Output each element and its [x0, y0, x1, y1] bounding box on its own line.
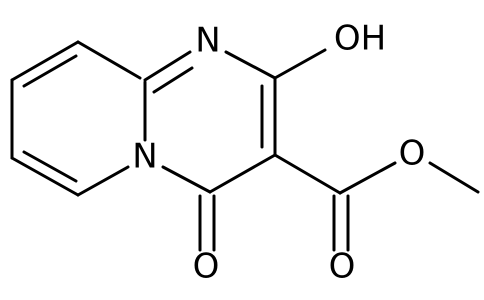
bond: [428, 161, 480, 194]
bond: [208, 153, 277, 194]
atom-label: N: [132, 137, 157, 177]
bond: [152, 66, 194, 94]
atom-label: OH: [334, 19, 386, 59]
bond: [76, 40, 142, 80]
atom-label: N: [195, 21, 220, 61]
bond: [10, 156, 80, 197]
bond: [143, 50, 192, 82]
bond: [76, 165, 130, 197]
bond: [22, 150, 78, 183]
bond: [273, 48, 327, 80]
atom-label: O: [193, 247, 220, 287]
bond: [161, 165, 212, 194]
bond: [10, 40, 80, 82]
bond: [224, 50, 277, 80]
bond: [273, 153, 342, 195]
atom-label: O: [399, 134, 426, 174]
atom-label: O: [329, 247, 356, 287]
bond: [338, 161, 397, 195]
bond: [22, 54, 78, 88]
bonds: [10, 40, 480, 252]
